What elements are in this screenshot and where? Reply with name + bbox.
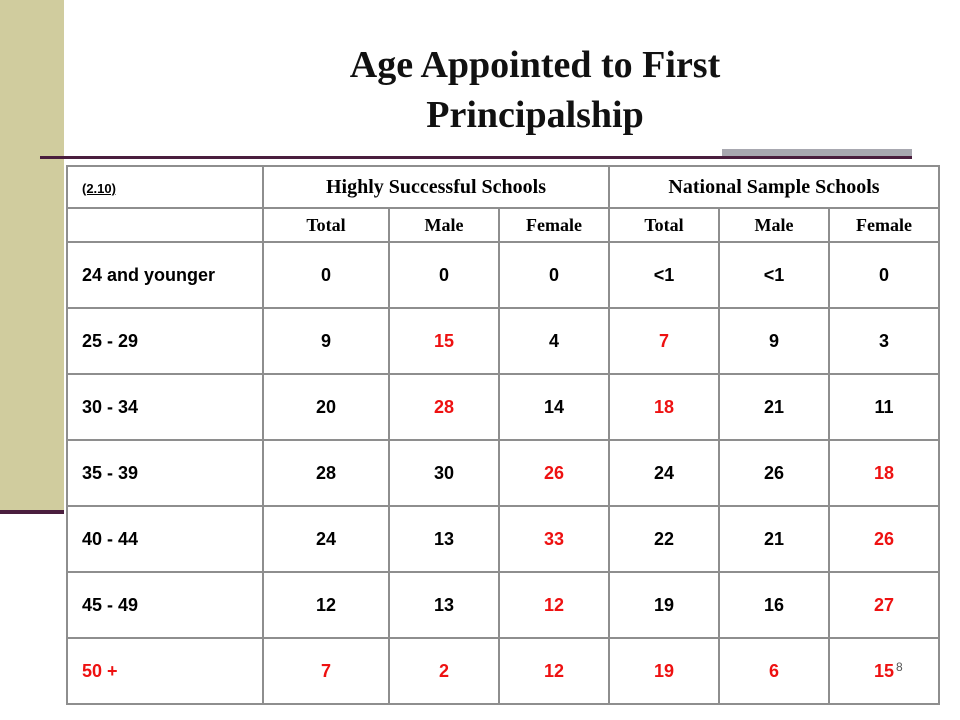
table-cell: 28	[388, 373, 500, 441]
table-cell: 9	[718, 307, 830, 375]
table-cell: 12	[498, 571, 610, 639]
table-cell: 2	[388, 637, 500, 705]
table-row: 30 - 34 20 28 14 18 21 11	[66, 373, 941, 441]
row-label: 25 - 29	[66, 307, 264, 375]
table-cell: 12	[498, 637, 610, 705]
row-label: 24 and younger	[66, 241, 264, 309]
table-cell: 15	[827, 637, 941, 705]
sub-header-hs-female: Female	[498, 207, 610, 243]
table-row: 24 and younger 0 0 0 <1 <1 0	[66, 241, 941, 309]
table-cell: 12	[262, 571, 390, 639]
group-header-highly-successful: Highly Successful Schools	[262, 165, 610, 209]
table-cell: 9	[262, 307, 390, 375]
table-row: 25 - 29 9 15 4 7 9 3	[66, 307, 941, 375]
row-label: 45 - 49	[66, 571, 264, 639]
table-cell: 26	[827, 505, 941, 573]
header-grey-block	[722, 149, 912, 156]
row-label: 30 - 34	[66, 373, 264, 441]
table-cell: 30	[388, 439, 500, 507]
table-cell: 13	[388, 571, 500, 639]
slide-title: Age Appointed to First Principalship	[200, 40, 870, 140]
group-header-national-sample: National Sample Schools	[607, 165, 941, 209]
table-cell: 27	[827, 571, 941, 639]
table-reference-label: (2.10)	[82, 180, 116, 196]
table-cell: 11	[827, 373, 941, 441]
table-cell: 22	[608, 505, 720, 573]
sub-header-blank	[66, 207, 264, 243]
table-cell: 18	[608, 373, 720, 441]
table-row: 35 - 39 28 30 26 24 26 18	[66, 439, 941, 507]
slide-title-line-2: Principalship	[426, 94, 644, 136]
title-divider	[40, 156, 912, 159]
table-cell: 20	[262, 373, 390, 441]
sub-header-row: Total Male Female Total Male Female	[66, 207, 941, 243]
table-cell: 7	[608, 307, 720, 375]
table-cell: 21	[718, 505, 830, 573]
page-number: 8	[896, 660, 903, 674]
table-row: 45 - 49 12 13 12 19 16 27	[66, 571, 941, 639]
table-corner-cell: (2.10)	[66, 165, 264, 209]
table-cell: 0	[388, 241, 500, 309]
slide-title-line-1: Age Appointed to First	[349, 44, 721, 86]
sub-header-ns-total: Total	[608, 207, 720, 243]
left-accent-bar	[0, 0, 64, 512]
table-cell: 19	[608, 571, 720, 639]
table-cell: 0	[827, 241, 941, 309]
table-cell: 24	[262, 505, 390, 573]
table-cell: 4	[498, 307, 610, 375]
table-row: 40 - 44 24 13 33 22 21 26	[66, 505, 941, 573]
table-cell: 3	[827, 307, 941, 375]
age-appointed-table: (2.10) Highly Successful Schools Nationa…	[66, 165, 941, 705]
sub-header-hs-male: Male	[388, 207, 500, 243]
row-label: 50 +	[66, 637, 264, 705]
table-cell: 24	[608, 439, 720, 507]
table-cell: 0	[498, 241, 610, 309]
table-cell: 21	[718, 373, 830, 441]
group-header-row: (2.10) Highly Successful Schools Nationa…	[66, 165, 941, 209]
table-cell: 18	[827, 439, 941, 507]
table-cell: 7	[262, 637, 390, 705]
row-label: 35 - 39	[66, 439, 264, 507]
table-cell: 26	[718, 439, 830, 507]
table-cell: 14	[498, 373, 610, 441]
table-cell: 19	[608, 637, 720, 705]
sub-header-ns-male: Male	[718, 207, 830, 243]
row-label: 40 - 44	[66, 505, 264, 573]
table-cell: 6	[718, 637, 830, 705]
table-cell: 33	[498, 505, 610, 573]
sub-header-hs-total: Total	[262, 207, 390, 243]
table-cell: 16	[718, 571, 830, 639]
table-cell: <1	[718, 241, 830, 309]
table-cell: 13	[388, 505, 500, 573]
table-cell: 0	[262, 241, 390, 309]
table-cell: 28	[262, 439, 390, 507]
table-cell: <1	[608, 241, 720, 309]
table-row: 50 +7 2 12 19 6 15	[66, 637, 941, 705]
sub-header-ns-female: Female	[827, 207, 941, 243]
table-cell: 15	[388, 307, 500, 375]
left-accent-line	[0, 510, 64, 514]
table-cell: 26	[498, 439, 610, 507]
